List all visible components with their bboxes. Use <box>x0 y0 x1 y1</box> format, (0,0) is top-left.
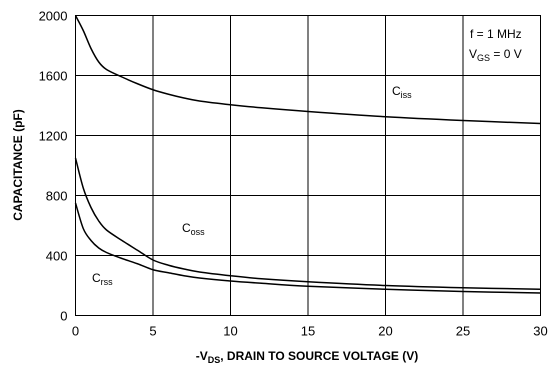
curve-ciss <box>74 15 541 125</box>
series-label-coss: Coss <box>182 221 205 237</box>
y-tick-label: 1200 <box>39 129 68 144</box>
series-label-ciss: Ciss <box>392 84 412 100</box>
condition-frequency-text: f = 1 MHz <box>470 27 522 41</box>
x-axis-label: -VDS, DRAIN TO SOURCE VOLTAGE (V) <box>196 349 419 365</box>
x-tick-label: 5 <box>149 324 156 339</box>
series-label-crss: Crss <box>92 271 113 287</box>
x-axis-label-rest: , DRAIN TO SOURCE VOLTAGE (V) <box>220 349 418 363</box>
plot-frame <box>75 15 541 316</box>
y-tick-labels: 0 400 800 1200 1600 2000 <box>39 9 68 324</box>
condition-vgs-tail: = 0 V <box>490 47 522 61</box>
x-tick-label: 20 <box>378 324 392 339</box>
condition-frequency: f = 1 MHz <box>470 27 522 41</box>
series-curves <box>74 15 541 294</box>
y-tick-label: 2000 <box>39 9 68 24</box>
condition-vgs-subscript: GS <box>477 53 490 63</box>
curve-coss <box>74 157 541 290</box>
y-axis-label: CAPACITANCE (pF) <box>11 109 25 221</box>
x-axis-label-subscript: DS <box>208 355 221 365</box>
x-tick-label: 15 <box>301 324 315 339</box>
curve-crss <box>74 202 541 294</box>
x-tick-label: 25 <box>456 324 470 339</box>
series-labels: Ciss Coss Crss <box>92 84 412 287</box>
x-axis-label-prefix: -V <box>196 349 208 363</box>
y-tick-label: 400 <box>46 249 68 264</box>
condition-vgs: VGS = 0 V <box>469 47 522 63</box>
y-tick-label: 800 <box>46 189 68 204</box>
x-tick-label: 30 <box>533 324 547 339</box>
y-tick-label: 0 <box>60 309 67 324</box>
x-tick-label: 10 <box>223 324 237 339</box>
condition-vgs-main: V <box>469 47 477 61</box>
x-tick-labels: 0 5 10 15 20 25 30 <box>72 324 548 339</box>
x-tick-label: 0 <box>72 324 79 339</box>
y-tick-label: 1600 <box>39 69 68 84</box>
